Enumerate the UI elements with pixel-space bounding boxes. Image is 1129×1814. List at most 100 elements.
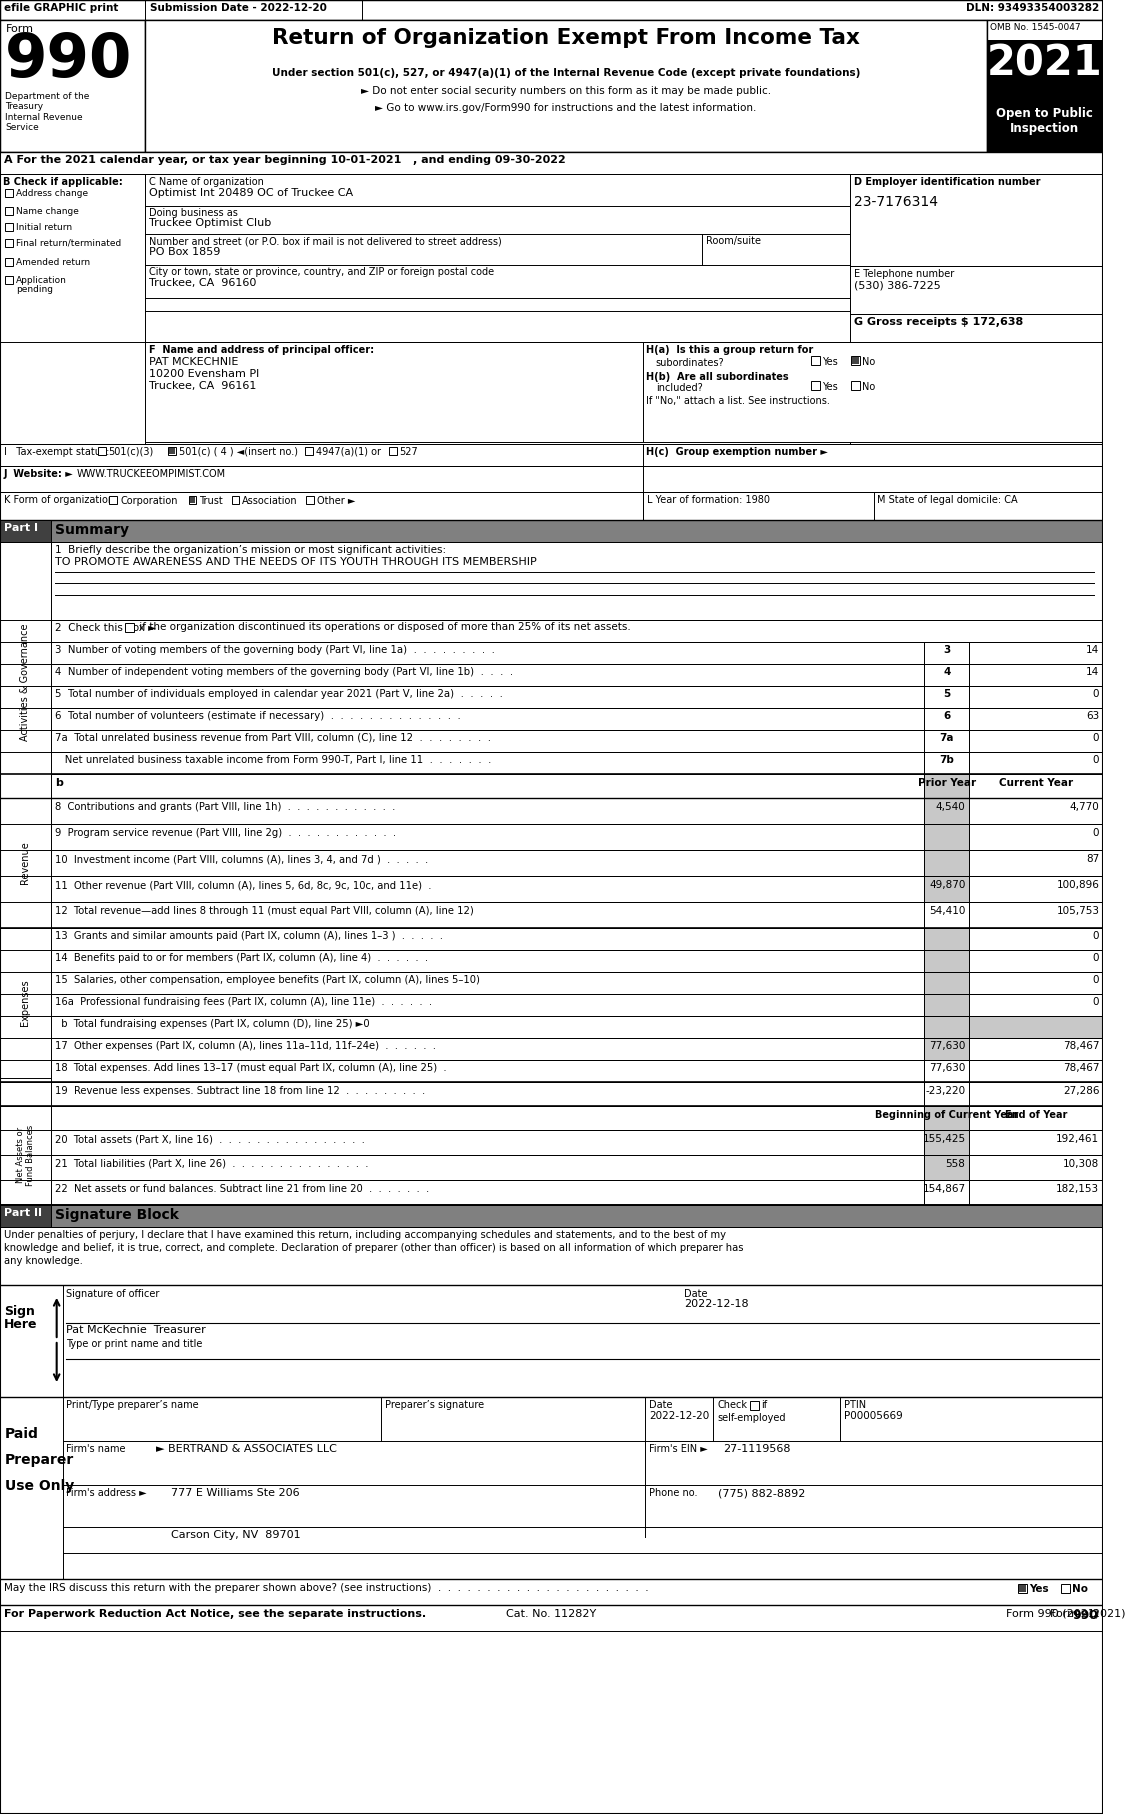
Bar	[970, 929, 1103, 951]
Bar	[644, 343, 1103, 443]
Text: subordinates?: subordinates?	[656, 357, 725, 368]
Bar	[925, 686, 970, 707]
Bar	[811, 356, 820, 365]
Text: No: No	[861, 357, 875, 366]
Text: Form 990 (2021): Form 990 (2021)	[1006, 1609, 1100, 1620]
Text: Name change: Name change	[16, 207, 79, 216]
Text: For Paperwork Reduction Act Notice, see the separate instructions.: For Paperwork Reduction Act Notice, see …	[3, 1609, 426, 1620]
Bar	[51, 851, 925, 876]
Text: self-employed: self-employed	[717, 1413, 786, 1422]
Bar	[51, 775, 925, 798]
Bar	[925, 798, 970, 824]
Text: Expenses: Expenses	[20, 980, 30, 1027]
Text: Yes: Yes	[1029, 1584, 1049, 1595]
Text: J  Website: ►: J Website: ►	[3, 470, 73, 479]
Bar	[0, 492, 644, 521]
Bar	[970, 753, 1103, 775]
Bar	[0, 1397, 62, 1578]
Bar	[231, 495, 239, 504]
Bar	[1061, 1584, 1070, 1593]
Text: Summary: Summary	[54, 522, 129, 537]
Text: 4  Number of independent voting members of the governing body (Part VI, line 1b): 4 Number of independent voting members o…	[54, 668, 513, 677]
Bar	[925, 1130, 970, 1156]
Bar	[970, 642, 1103, 664]
Bar	[51, 1038, 925, 1059]
Bar	[0, 0, 1103, 20]
Text: 7a  Total unrelated business revenue from Part VIII, column (C), line 12  .  .  : 7a Total unrelated business revenue from…	[54, 733, 491, 744]
Text: (530) 386-7225: (530) 386-7225	[854, 281, 940, 290]
Text: 78,467: 78,467	[1062, 1041, 1100, 1050]
Bar	[388, 446, 396, 455]
Bar	[970, 824, 1103, 851]
Text: any knowledge.: any knowledge.	[3, 1255, 82, 1266]
Bar	[51, 798, 925, 824]
Text: 10  Investment income (Part VIII, columns (A), lines 3, 4, and 7d )  .  .  .  . : 10 Investment income (Part VIII, columns…	[54, 854, 428, 863]
Bar	[1019, 1585, 1026, 1593]
Text: PAT MCKECHNIE: PAT MCKECHNIE	[149, 357, 238, 366]
Bar	[970, 664, 1103, 686]
Text: Number and street (or P.O. box if mail is not delivered to street address): Number and street (or P.O. box if mail i…	[149, 236, 501, 247]
Text: 0: 0	[1093, 733, 1100, 744]
Text: 0: 0	[1093, 974, 1100, 985]
Text: 78,467: 78,467	[1062, 1063, 1100, 1074]
Bar	[5, 189, 12, 198]
Bar	[925, 1059, 970, 1081]
Bar	[51, 1130, 925, 1156]
Text: Print/Type preparer’s name: Print/Type preparer’s name	[67, 1400, 199, 1409]
Bar	[51, 994, 925, 1016]
Text: 100,896: 100,896	[1057, 880, 1100, 891]
Text: 77,630: 77,630	[929, 1063, 965, 1074]
Bar	[1018, 1584, 1027, 1593]
Bar	[925, 876, 970, 902]
Text: Form: Form	[6, 24, 34, 34]
Bar	[970, 1130, 1103, 1156]
Text: 777 E Williams Ste 206: 777 E Williams Ste 206	[170, 1487, 299, 1498]
Text: 4,540: 4,540	[936, 802, 965, 813]
Text: Association: Association	[243, 495, 298, 506]
Bar	[0, 152, 1103, 174]
Text: Yes: Yes	[822, 383, 838, 392]
Bar	[925, 824, 970, 851]
Text: if the organization discontinued its operations or disposed of more than 25% of : if the organization discontinued its ope…	[135, 622, 631, 631]
Bar	[970, 1059, 1103, 1081]
Text: 19  Revenue less expenses. Subtract line 18 from line 12  .  .  .  .  .  .  .  .: 19 Revenue less expenses. Subtract line …	[54, 1087, 425, 1096]
Bar	[51, 642, 925, 664]
Bar	[0, 444, 644, 466]
Bar	[51, 1081, 925, 1107]
Text: 16a  Professional fundraising fees (Part IX, column (A), line 11e)  .  .  .  .  : 16a Professional fundraising fees (Part …	[54, 998, 432, 1007]
Text: 155,425: 155,425	[922, 1134, 965, 1145]
Text: 105,753: 105,753	[1057, 905, 1100, 916]
Text: 527: 527	[400, 446, 419, 457]
Bar	[970, 994, 1103, 1016]
Bar	[0, 1605, 1103, 1631]
Text: pending: pending	[16, 285, 53, 294]
Bar	[925, 1156, 970, 1179]
Text: H(b)  Are all subordinates: H(b) Are all subordinates	[646, 372, 788, 383]
Text: 87: 87	[1086, 854, 1100, 863]
Text: G Gross receipts $ 172,638: G Gross receipts $ 172,638	[854, 317, 1023, 327]
Text: 18  Total expenses. Add lines 13–17 (must equal Part IX, column (A), line 25)  .: 18 Total expenses. Add lines 13–17 (must…	[54, 1063, 446, 1074]
Text: Submission Date - 2022-12-20: Submission Date - 2022-12-20	[149, 4, 326, 13]
Text: Pat McKechnie  Treasurer: Pat McKechnie Treasurer	[67, 1324, 207, 1335]
Text: Corporation: Corporation	[120, 495, 177, 506]
Bar	[925, 972, 970, 994]
Bar	[0, 1204, 51, 1226]
Text: Part I: Part I	[3, 522, 38, 533]
Text: 0: 0	[1093, 827, 1100, 838]
Text: Activities & Governance: Activities & Governance	[20, 624, 30, 740]
Text: 2021: 2021	[987, 44, 1103, 85]
Text: City or town, state or province, country, and ZIP or foreign postal code: City or town, state or province, country…	[149, 267, 493, 278]
Text: Truckee, CA  96160: Truckee, CA 96160	[149, 278, 256, 288]
Bar	[811, 381, 820, 390]
Text: Use Only: Use Only	[5, 1478, 75, 1493]
Text: H(a)  Is this a group return for: H(a) Is this a group return for	[646, 345, 813, 356]
Text: K Form of organization:: K Form of organization:	[3, 495, 117, 504]
Bar	[51, 929, 925, 951]
Text: 13  Grants and similar amounts paid (Part IX, column (A), lines 1–3 )  .  .  .  : 13 Grants and similar amounts paid (Part…	[54, 931, 443, 941]
Text: 0: 0	[1093, 755, 1100, 766]
Text: 4947(a)(1) or: 4947(a)(1) or	[316, 446, 380, 457]
Text: Signature of officer: Signature of officer	[67, 1290, 160, 1299]
Text: 14  Benefits paid to or for members (Part IX, column (A), line 4)  .  .  .  .  .: 14 Benefits paid to or for members (Part…	[54, 952, 428, 963]
Bar	[5, 239, 12, 247]
Bar	[0, 466, 644, 492]
